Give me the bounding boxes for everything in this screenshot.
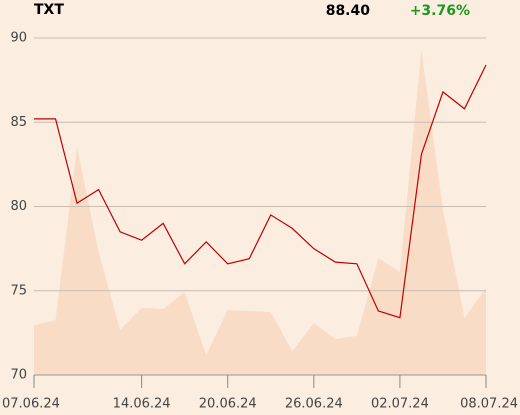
symbol: TXT (34, 2, 64, 18)
x-tick-label: 20.06.24 (199, 397, 257, 412)
x-tick-label: 02.07.24 (371, 397, 429, 412)
y-tick-label: 85 (10, 115, 27, 130)
y-tick-label: 75 (10, 283, 27, 298)
y-tick-label: 70 (10, 368, 27, 383)
y-tick-label: 90 (10, 31, 27, 46)
x-tick-label: 14.06.24 (113, 397, 171, 412)
price-line (34, 64, 487, 319)
price-change: +3.76% (410, 3, 470, 19)
y-tick-label: 80 (10, 199, 27, 214)
x-tick-label: 07.06.24 (2, 397, 60, 412)
last-price: 88.40 (326, 3, 371, 19)
x-tick-label: 08.07.24 (460, 397, 518, 412)
x-tick-label: 26.06.24 (285, 397, 343, 412)
volume-area (34, 50, 486, 376)
